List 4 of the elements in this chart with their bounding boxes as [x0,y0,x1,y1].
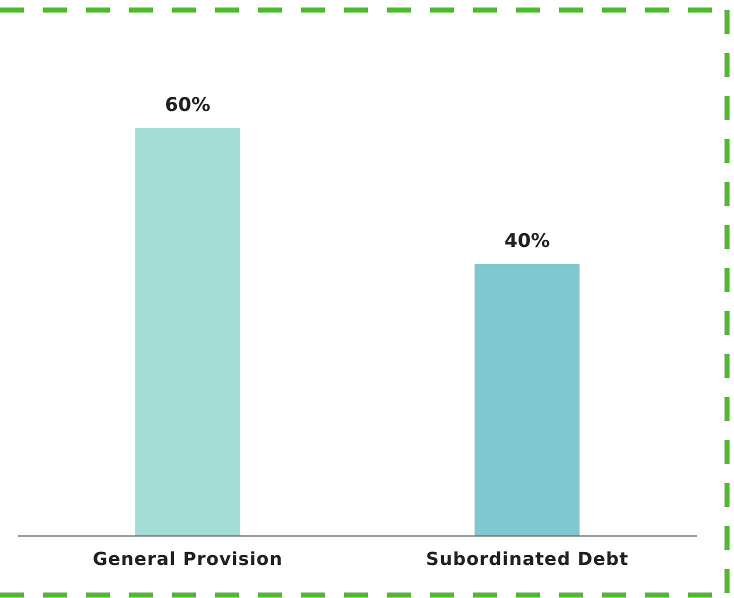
data-label: 40% [504,230,550,252]
x-tick-label: General Provision [92,548,283,570]
x-tick-label: Subordinated Debt [426,548,629,570]
data-label: 60% [164,94,210,116]
